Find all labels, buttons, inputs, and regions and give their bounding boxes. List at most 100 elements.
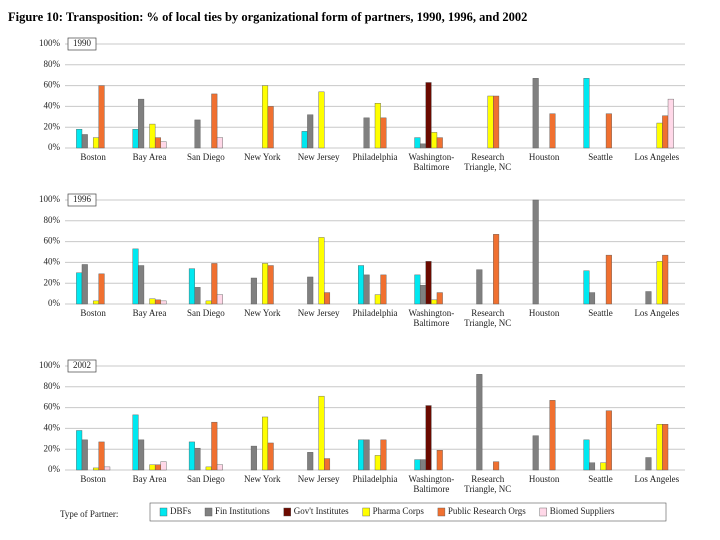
legend-swatch [159,507,168,517]
bar [425,82,432,149]
bar [205,466,212,471]
bar [549,400,556,471]
x-tick-label: New Jersey [298,308,340,318]
bar [380,117,387,149]
bar [267,106,274,149]
y-tick-label: 40% [44,100,61,110]
bar [154,464,161,471]
bar [81,264,88,305]
bar [425,405,432,471]
panel-label: 1990 [73,38,92,48]
x-tick-label: Seattle [588,474,613,484]
x-tick-label: Boston [80,308,106,318]
bar [324,292,331,305]
x-tick-label: Research Triangle, NC [464,308,511,328]
bar [154,137,161,149]
bar [656,424,663,471]
legend-swatch [283,507,291,517]
bar [431,132,438,149]
bar [374,294,381,305]
bar [216,137,223,149]
bar [600,462,607,471]
bar [205,300,212,305]
bar [532,78,539,149]
bar [76,430,83,471]
bar [414,137,421,149]
bar [194,119,201,149]
bar [301,131,308,149]
x-tick-label: Philadelphia [353,474,398,484]
y-tick-label: 80% [44,381,61,391]
bar [662,424,669,471]
bar [436,450,443,471]
bar [132,129,139,149]
x-tick-label: Los Angeles [634,308,679,318]
bar [645,457,652,471]
x-tick-label: New York [244,474,281,484]
y-tick-label: 80% [44,59,61,69]
y-tick-label: 100% [39,38,61,48]
bar [605,113,612,149]
bar [104,466,111,471]
legend-swatch [362,507,370,517]
x-tick-label: Los Angeles [634,152,679,162]
bar [188,441,195,471]
x-tick-label: Washington-Baltimore [408,152,454,172]
bar [138,265,145,305]
bar [98,441,105,471]
bar [605,254,612,305]
bar [262,263,269,305]
bar [363,439,370,471]
bar [493,95,500,149]
bar [160,141,167,149]
x-tick-label: Washington-Baltimore [408,474,454,494]
legend-label: DBFs [170,506,192,516]
y-tick-label: 100% [39,360,61,370]
bar [436,137,443,149]
bar [549,113,556,149]
bar [645,291,652,305]
bar [374,103,381,149]
bar [216,464,223,471]
bar [589,462,596,471]
bar [436,292,443,305]
bar [493,234,500,305]
bar [211,421,218,471]
x-tick-label: San Diego [187,152,225,162]
bar [380,439,387,471]
bar [216,294,223,305]
x-tick-label: Research Triangle, NC [464,474,511,494]
x-tick-label: Washington-Baltimore [408,308,454,328]
bar [92,467,99,471]
bar [149,298,156,305]
bar [267,265,274,305]
bar [667,98,674,149]
bar [487,95,494,149]
legend-swatch [204,507,213,517]
y-tick-label: 60% [44,236,61,246]
bar [194,447,201,471]
x-tick-label: San Diego [187,474,225,484]
bar [149,123,156,149]
x-tick-label: Philadelphia [353,152,398,162]
x-tick-label: Houston [529,152,560,162]
bar [98,273,105,305]
bar [149,464,156,471]
bar [188,268,195,305]
bar [656,261,663,305]
bar [358,265,365,305]
bar [419,143,426,149]
legend-label: Fin Institutions [215,506,270,516]
bar [92,137,99,149]
panel-label-box [67,359,97,373]
bar [81,134,88,149]
bar [532,199,539,305]
y-tick-label: 60% [44,80,61,90]
bar [363,274,370,305]
y-tick-label: 80% [44,215,61,225]
x-tick-label: San Diego [187,308,225,318]
bar [363,117,370,149]
bar [307,114,314,149]
bar [132,414,139,471]
